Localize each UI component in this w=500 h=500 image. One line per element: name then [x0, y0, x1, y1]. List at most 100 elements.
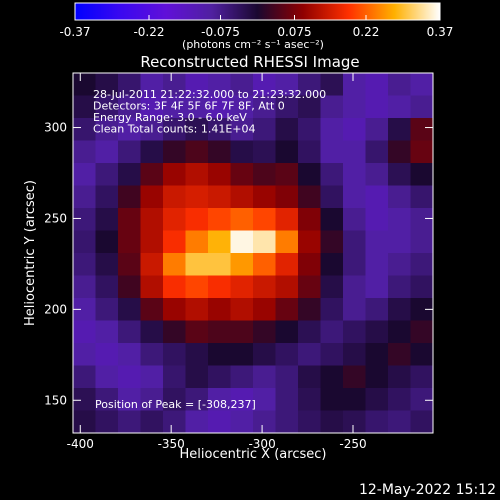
heatmap-cell: [365, 95, 389, 119]
heatmap-cell: [275, 140, 299, 164]
heatmap-cell: [163, 298, 186, 321]
heatmap-cell: [298, 388, 321, 411]
heatmap-cell: [73, 253, 96, 276]
heatmap-cell: [73, 118, 96, 141]
heatmap-cell: [185, 185, 209, 209]
heatmap-cell: [388, 320, 411, 344]
heatmap-cell: [73, 73, 96, 96]
heatmap-cell: [343, 275, 366, 299]
heatmap-cell: [118, 95, 141, 119]
annotation: Clean Total counts: 1.41E+04: [93, 123, 256, 136]
heatmap-cell: [163, 253, 186, 276]
heatmap-cell: [230, 230, 254, 254]
heatmap-cell: [298, 320, 321, 344]
heatmap-cell: [253, 253, 276, 276]
heatmap-cell: [365, 365, 389, 389]
heatmap-cell: [73, 320, 96, 344]
heatmap-cell: [320, 298, 344, 321]
heatmap-cell: [208, 95, 231, 119]
heatmap-cell: [410, 410, 434, 434]
heatmap-cell: [410, 118, 434, 141]
heatmap-cell: [275, 95, 299, 119]
heatmap-cell: [118, 343, 141, 366]
heatmap-cell: [298, 140, 321, 164]
heatmap-cell: [163, 118, 186, 141]
heatmap-cell: [298, 253, 321, 276]
heatmap-cell: [388, 230, 411, 254]
heatmap-cell: [343, 208, 366, 231]
heatmap-cell: [95, 343, 119, 366]
heatmap-cell: [208, 185, 231, 209]
heatmap-cell: [320, 118, 344, 141]
heatmap-cell: [298, 208, 321, 231]
heatmap-cell: [208, 230, 231, 254]
heatmap: [73, 73, 434, 434]
heatmap-cell: [253, 365, 276, 389]
heatmap-cell: [388, 275, 411, 299]
heatmap-cell: [185, 140, 209, 164]
heatmap-cell: [343, 298, 366, 321]
heatmap-cell: [343, 230, 366, 254]
heatmap-cell: [343, 95, 366, 119]
heatmap-cell: [185, 343, 209, 366]
heatmap-cell: [388, 410, 411, 434]
colorbar-tick-label: 0.37: [427, 25, 454, 39]
heatmap-cell: [253, 275, 276, 299]
colorbar-tick-label: 0.075: [277, 25, 311, 39]
heatmap-cell: [410, 343, 434, 366]
heatmap-cell: [140, 298, 164, 321]
heatmap-cell: [163, 163, 186, 186]
colorbar-label: (photons cm⁻² s⁻¹ asec⁻²): [182, 38, 324, 51]
heatmap-cell: [320, 185, 344, 209]
heatmap-cell: [410, 275, 434, 299]
heatmap-cell: [185, 388, 209, 411]
heatmap-cell: [95, 410, 119, 434]
heatmap-cell: [365, 410, 389, 434]
heatmap-cell: [275, 73, 299, 96]
heatmap-cell: [320, 365, 344, 389]
heatmap-cell: [163, 275, 186, 299]
heatmap-cell: [73, 343, 96, 366]
colorbar-tick-label: -0.22: [133, 25, 164, 39]
heatmap-cell: [95, 365, 119, 389]
heatmap-cell: [118, 140, 141, 164]
heatmap-cell: [208, 275, 231, 299]
heatmap-cell: [388, 118, 411, 141]
heatmap-cell: [410, 253, 434, 276]
heatmap-cell: [230, 208, 254, 231]
heatmap-cell: [388, 343, 411, 366]
heatmap-cell: [343, 388, 366, 411]
x-tick-label: -350: [158, 437, 185, 451]
y-tick-label: 200: [44, 302, 67, 316]
heatmap-cell: [163, 320, 186, 344]
heatmap-cell: [230, 185, 254, 209]
heatmap-cell: [365, 388, 389, 411]
heatmap-cell: [343, 140, 366, 164]
heatmap-cell: [140, 275, 164, 299]
heatmap-cell: [410, 230, 434, 254]
heatmap-cell: [95, 320, 119, 344]
heatmap-cell: [95, 208, 119, 231]
x-tick-label: -250: [339, 437, 366, 451]
heatmap-cell: [95, 230, 119, 254]
heatmap-cell: [140, 163, 164, 186]
heatmap-cell: [298, 230, 321, 254]
heatmap-cell: [410, 388, 434, 411]
heatmap-cell: [185, 208, 209, 231]
colorbar: [74, 2, 441, 21]
heatmap-cell: [163, 95, 186, 119]
heatmap-cell: [185, 253, 209, 276]
heatmap-cell: [365, 230, 389, 254]
y-tick-label: 150: [44, 393, 67, 407]
heatmap-cell: [73, 185, 96, 209]
heatmap-cell: [73, 410, 96, 434]
heatmap-cell: [140, 410, 164, 434]
heatmap-cell: [253, 185, 276, 209]
heatmap-cell: [298, 365, 321, 389]
heatmap-cell: [230, 253, 254, 276]
annotation: Detectors: 3F 4F 5F 6F 7F 8F, Att 0: [93, 100, 285, 113]
heatmap-cell: [365, 320, 389, 344]
heatmap-cell: [388, 365, 411, 389]
y-tick-label: 300: [44, 121, 67, 135]
heatmap-cell: [73, 163, 96, 186]
